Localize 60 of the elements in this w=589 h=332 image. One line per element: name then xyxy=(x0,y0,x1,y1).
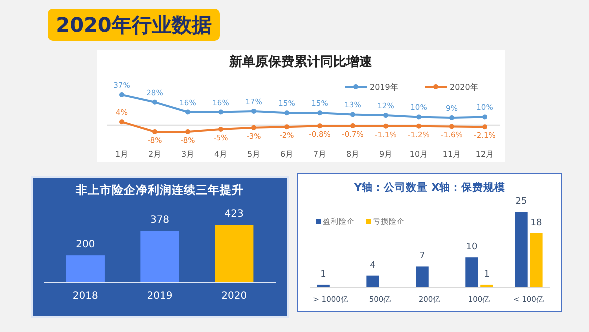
point xyxy=(152,130,158,134)
point xyxy=(120,92,124,98)
point xyxy=(284,124,290,130)
point xyxy=(450,124,454,130)
point xyxy=(120,120,124,125)
point xyxy=(152,100,158,105)
point xyxy=(252,108,256,114)
bar xyxy=(416,266,429,288)
data-label: 10 xyxy=(466,242,478,253)
data-label: 7 xyxy=(420,252,426,262)
point xyxy=(318,124,322,129)
x-tick-label: 3月 xyxy=(181,150,195,159)
x-tick-label: 2019 xyxy=(147,291,173,302)
x-tick-label: 11月 xyxy=(442,150,462,159)
data-label: 1 xyxy=(484,270,490,280)
bar xyxy=(366,276,380,288)
point xyxy=(350,112,356,118)
point xyxy=(482,114,488,120)
x-tick-label: 5月 xyxy=(247,150,261,159)
bar xyxy=(515,212,528,288)
point xyxy=(450,116,454,121)
bar xyxy=(466,258,478,288)
point xyxy=(416,124,422,129)
x-tick-label: 8月 xyxy=(346,150,360,159)
point xyxy=(218,127,224,132)
data-label: 200 xyxy=(76,240,96,251)
x-tick-label: 1月 xyxy=(115,150,129,159)
x-tick-label: 6月 xyxy=(280,150,294,159)
x-tick-label: 12月 xyxy=(476,150,494,159)
data-label: 4 xyxy=(370,260,376,271)
point xyxy=(416,114,422,120)
x-tick-label: 10月 xyxy=(410,150,428,159)
data-label: 1 xyxy=(320,270,326,280)
point xyxy=(186,130,190,134)
data-label: 378 xyxy=(150,215,170,226)
chart-title: 新单原保费累计同比增速 xyxy=(228,54,374,70)
bar xyxy=(530,233,543,288)
point xyxy=(186,110,190,115)
point xyxy=(384,113,388,118)
point xyxy=(252,125,256,130)
point xyxy=(350,124,356,128)
point xyxy=(284,110,290,116)
point xyxy=(384,124,388,129)
point xyxy=(318,110,322,116)
x-tick-label: 9月 xyxy=(379,150,393,159)
x-tick-label: 2020 xyxy=(222,291,248,302)
chart-title: Y轴：公司数量 X轴：保费规模 xyxy=(353,181,506,194)
data-label: 18 xyxy=(530,218,542,228)
point xyxy=(482,124,488,130)
data-label: 423 xyxy=(224,209,244,220)
legend-label: 2020年 xyxy=(450,83,478,92)
data-label: 25 xyxy=(516,197,528,207)
chart-title: 非上市险企净利润连续三年提升 xyxy=(75,183,244,197)
x-tick-label: 2月 xyxy=(148,150,162,159)
x-tick-label: 2018 xyxy=(72,291,98,302)
text: 2020年行业数据 xyxy=(56,13,212,37)
legend-label: 2019年 xyxy=(370,83,398,92)
x-tick-label: 4月 xyxy=(214,150,228,159)
point xyxy=(218,110,224,115)
x-tick-label: 7月 xyxy=(313,150,327,159)
